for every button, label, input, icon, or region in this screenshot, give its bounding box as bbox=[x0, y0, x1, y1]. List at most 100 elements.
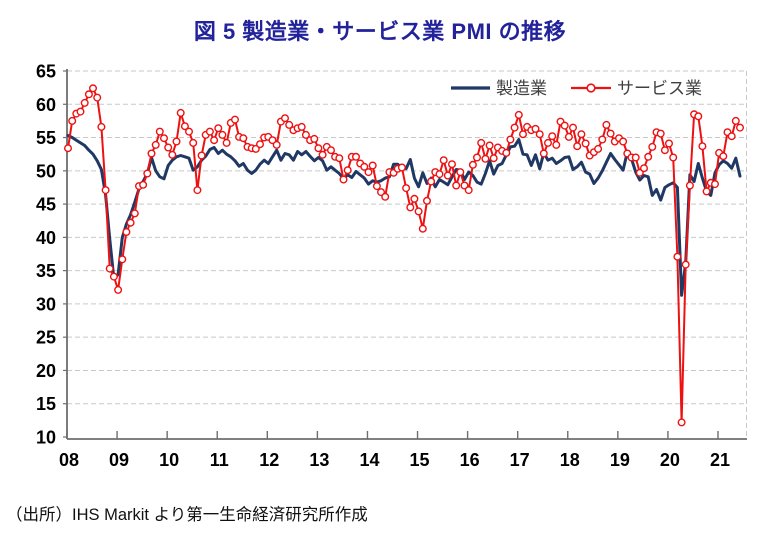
x-axis-label: 21 bbox=[710, 450, 730, 470]
services-series-marker bbox=[552, 140, 561, 149]
services-series-marker bbox=[184, 127, 193, 136]
services-series-marker bbox=[698, 142, 707, 151]
x-axis-label: 15 bbox=[410, 450, 430, 470]
services-series-marker bbox=[80, 98, 89, 107]
services-series-marker bbox=[727, 132, 736, 141]
services-series-marker bbox=[468, 160, 477, 169]
y-axis-label: 50 bbox=[36, 161, 56, 181]
services-series-marker bbox=[423, 196, 432, 205]
services-series-marker bbox=[352, 152, 361, 161]
services-series-marker bbox=[548, 132, 557, 141]
services-series-marker bbox=[372, 182, 381, 191]
y-axis-label: 20 bbox=[36, 361, 56, 381]
services-series-marker bbox=[130, 209, 139, 218]
y-axis-label: 15 bbox=[36, 394, 56, 414]
services-series-marker bbox=[76, 107, 85, 116]
services-series-marker bbox=[535, 130, 544, 139]
services-series-marker bbox=[677, 418, 686, 427]
x-axis-label: 12 bbox=[259, 450, 279, 470]
services-series-marker bbox=[281, 114, 290, 123]
services-series-marker bbox=[118, 255, 127, 264]
x-axis-label: 19 bbox=[610, 450, 630, 470]
services-series-marker bbox=[197, 151, 206, 160]
legend: 製造業 サービス業 bbox=[451, 79, 702, 98]
services-series-marker bbox=[239, 134, 248, 143]
services-series-marker bbox=[640, 164, 649, 173]
x-axis-label: 09 bbox=[109, 450, 129, 470]
services-series-marker bbox=[381, 192, 390, 201]
services-series-marker bbox=[594, 144, 603, 153]
services-series-marker bbox=[464, 186, 473, 195]
services-series-marker bbox=[602, 120, 611, 129]
services-series-marker bbox=[151, 140, 160, 149]
services-series-marker bbox=[448, 160, 457, 169]
services-series-marker bbox=[644, 152, 653, 161]
services-series-marker bbox=[502, 148, 511, 157]
plot-area: 08 09 10 11 12 13 14 15 16 17 18 19 20 21 10 15 20 25 30 35… bbox=[36, 62, 747, 470]
services-series-marker bbox=[339, 175, 348, 184]
services-marker-swatch bbox=[586, 83, 596, 93]
services-series-marker bbox=[489, 154, 498, 163]
services-series-marker bbox=[564, 132, 573, 141]
services-series-marker bbox=[360, 162, 369, 171]
services-series-marker bbox=[147, 149, 156, 158]
services-series-marker bbox=[230, 115, 239, 124]
services-series-marker bbox=[109, 272, 118, 281]
x-axis-label: 13 bbox=[309, 450, 329, 470]
services-series-marker bbox=[598, 135, 607, 144]
services-series-marker bbox=[452, 181, 461, 190]
services-series-marker bbox=[285, 120, 294, 129]
services-series-marker bbox=[68, 116, 77, 125]
x-axis-label: 18 bbox=[560, 450, 580, 470]
x-axis-label: 08 bbox=[59, 450, 79, 470]
services-series-marker bbox=[172, 137, 181, 146]
services-series-marker bbox=[368, 161, 377, 170]
services-series-marker bbox=[731, 116, 740, 125]
y-axis-label: 60 bbox=[36, 95, 56, 115]
services-series-marker bbox=[139, 180, 148, 189]
services-series-marker bbox=[711, 180, 720, 189]
x-axis-label: 20 bbox=[660, 450, 680, 470]
services-series-marker bbox=[402, 184, 411, 193]
services-series-marker bbox=[343, 166, 352, 175]
services-series-marker bbox=[297, 122, 306, 131]
services-series-marker bbox=[569, 123, 578, 132]
y-axis-label: 35 bbox=[36, 261, 56, 281]
services-series-marker bbox=[418, 224, 427, 233]
services-series-marker bbox=[222, 138, 231, 147]
services-series-marker bbox=[685, 181, 694, 190]
services-series-marker bbox=[648, 142, 657, 151]
services-series-marker bbox=[606, 129, 615, 138]
y-axis-label: 40 bbox=[36, 228, 56, 248]
services-series-marker bbox=[656, 129, 665, 138]
services-series-marker bbox=[435, 170, 444, 179]
services-series-marker bbox=[456, 168, 465, 177]
services-series-marker bbox=[364, 168, 373, 177]
services-series-marker bbox=[168, 150, 177, 159]
services-series-marker bbox=[101, 186, 110, 195]
y-axis-label: 25 bbox=[36, 328, 56, 348]
services-series-marker bbox=[97, 122, 106, 131]
services-series-marker bbox=[560, 121, 569, 130]
services-series-marker bbox=[180, 122, 189, 131]
services-series-marker bbox=[506, 135, 515, 144]
services-series-marker bbox=[410, 194, 419, 203]
services-series-marker bbox=[93, 93, 102, 102]
services-series-marker bbox=[205, 127, 214, 136]
services-series-marker bbox=[519, 130, 528, 139]
services-series-marker bbox=[514, 110, 523, 119]
services-series-marker bbox=[736, 123, 745, 132]
services-series-marker bbox=[214, 124, 223, 133]
services-series-marker bbox=[114, 285, 123, 294]
services-series-marker bbox=[481, 154, 490, 163]
services-series-marker bbox=[439, 156, 448, 165]
services-series-marker bbox=[193, 186, 202, 195]
y-axis-label: 30 bbox=[36, 294, 56, 314]
services-series-marker bbox=[544, 138, 553, 147]
services-series-marker bbox=[122, 227, 131, 236]
services-series-marker bbox=[84, 90, 93, 99]
services-series-marker bbox=[210, 136, 219, 145]
y-axis-label: 45 bbox=[36, 195, 56, 215]
